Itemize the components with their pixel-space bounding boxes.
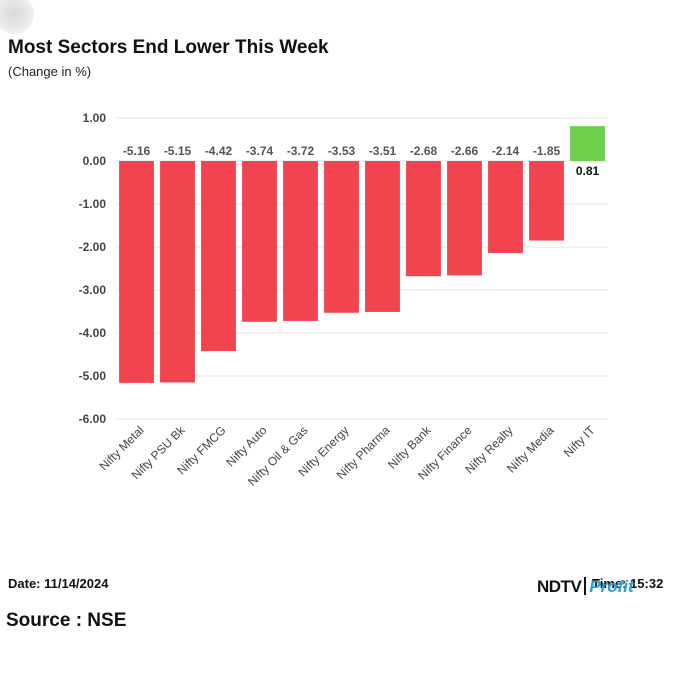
y-tick-label: 1.00 [83, 111, 107, 125]
data-label: -3.72 [287, 144, 315, 158]
bar [529, 161, 564, 241]
y-tick-label: -3.00 [79, 283, 107, 297]
data-label: -5.15 [164, 144, 192, 158]
chart-title: Most Sectors End Lower This Week [8, 37, 329, 58]
data-label: -2.66 [451, 144, 479, 158]
bar [242, 161, 277, 322]
bar [365, 161, 400, 312]
data-label: 0.81 [576, 164, 600, 178]
y-tick-label: -5.00 [79, 369, 107, 383]
data-label: -2.14 [492, 144, 520, 158]
bar [201, 161, 236, 352]
bar [119, 161, 154, 383]
bar-chart: 1.00 0.00 -1.00 -2.00 -3.00 -4.00 -5.00 -6.00 -… [79, 111, 608, 489]
y-tick-label: 0.00 [83, 154, 107, 168]
bars [119, 126, 605, 383]
y-tick-label: -1.00 [79, 197, 107, 211]
chart-subtitle: (Change in %) [8, 64, 92, 79]
grid-lines [116, 117, 608, 420]
bar [324, 161, 359, 313]
data-label: -2.68 [410, 144, 438, 158]
bar [447, 161, 482, 276]
ndtv-profit-logo: NDTV Profit [537, 576, 634, 598]
y-axis-ticks: 1.00 0.00 -1.00 -2.00 -3.00 -4.00 -5.00 -6.00 [79, 111, 107, 426]
y-tick-label: -6.00 [79, 412, 107, 426]
bar [406, 161, 441, 277]
data-label: -3.53 [328, 144, 356, 158]
source-label: Source : NSE [6, 610, 127, 631]
brand-main: NDTV [537, 577, 582, 596]
brand-divider [584, 577, 587, 596]
data-label: -3.51 [369, 144, 397, 158]
brand-sub: Profit [589, 577, 634, 596]
y-tick-label: -2.00 [79, 240, 107, 254]
data-label: -4.42 [205, 144, 233, 158]
date-label: Date: 11/14/2024 [8, 576, 109, 591]
bar [570, 126, 605, 161]
x-tick-label: Nifty IT [561, 423, 598, 460]
bar [160, 161, 195, 383]
y-tick-label: -4.00 [79, 326, 107, 340]
data-label: -1.85 [533, 144, 561, 158]
time-label: Time: 15:32 [592, 576, 664, 591]
data-label: -5.16 [123, 144, 151, 158]
bar [488, 161, 523, 254]
value-labels: -5.16 -5.15 -4.42 -3.74 -3.72 -3.53 -3.51 -2.68… [123, 144, 600, 178]
bar [283, 161, 318, 321]
data-label: -3.74 [246, 144, 274, 158]
